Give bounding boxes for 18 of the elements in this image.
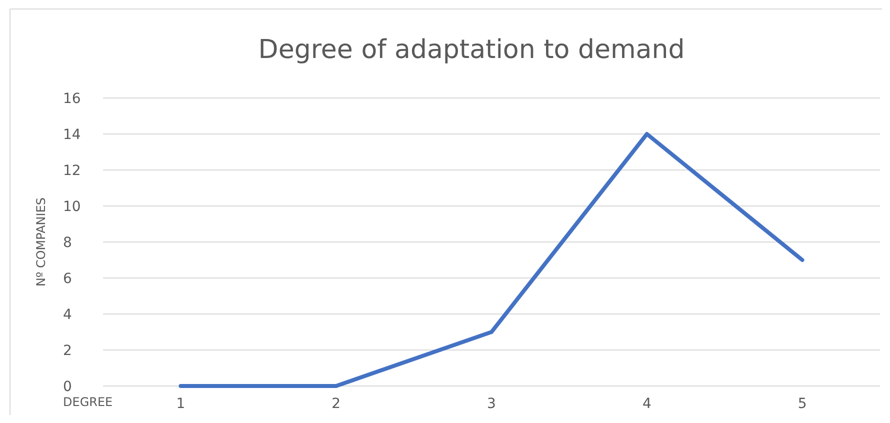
y-tick-label: 2 — [63, 342, 72, 359]
y-axis-title: Nº COMPANIES — [34, 197, 48, 287]
line-series — [178, 132, 804, 388]
y-tick-label: 0 — [63, 378, 72, 395]
y-tick-label: 16 — [63, 90, 81, 107]
x-axis-title: DEGREE — [63, 395, 113, 409]
x-tick-label: 4 — [642, 396, 652, 412]
y-tick-label: 12 — [63, 162, 81, 179]
x-tick-label: 2 — [332, 396, 341, 412]
y-tick-label: 4 — [63, 306, 72, 323]
x-tick-label: 3 — [487, 396, 496, 412]
y-tick-label: 10 — [63, 198, 81, 215]
y-tick-label: 14 — [63, 126, 81, 143]
chart-title: Degree of adaptation to demand — [258, 35, 685, 65]
y-tick-label: 6 — [63, 270, 72, 287]
x-tick-label: 1 — [176, 396, 186, 412]
x-tick-label: 5 — [798, 396, 807, 412]
y-tick-label: 8 — [63, 234, 72, 251]
